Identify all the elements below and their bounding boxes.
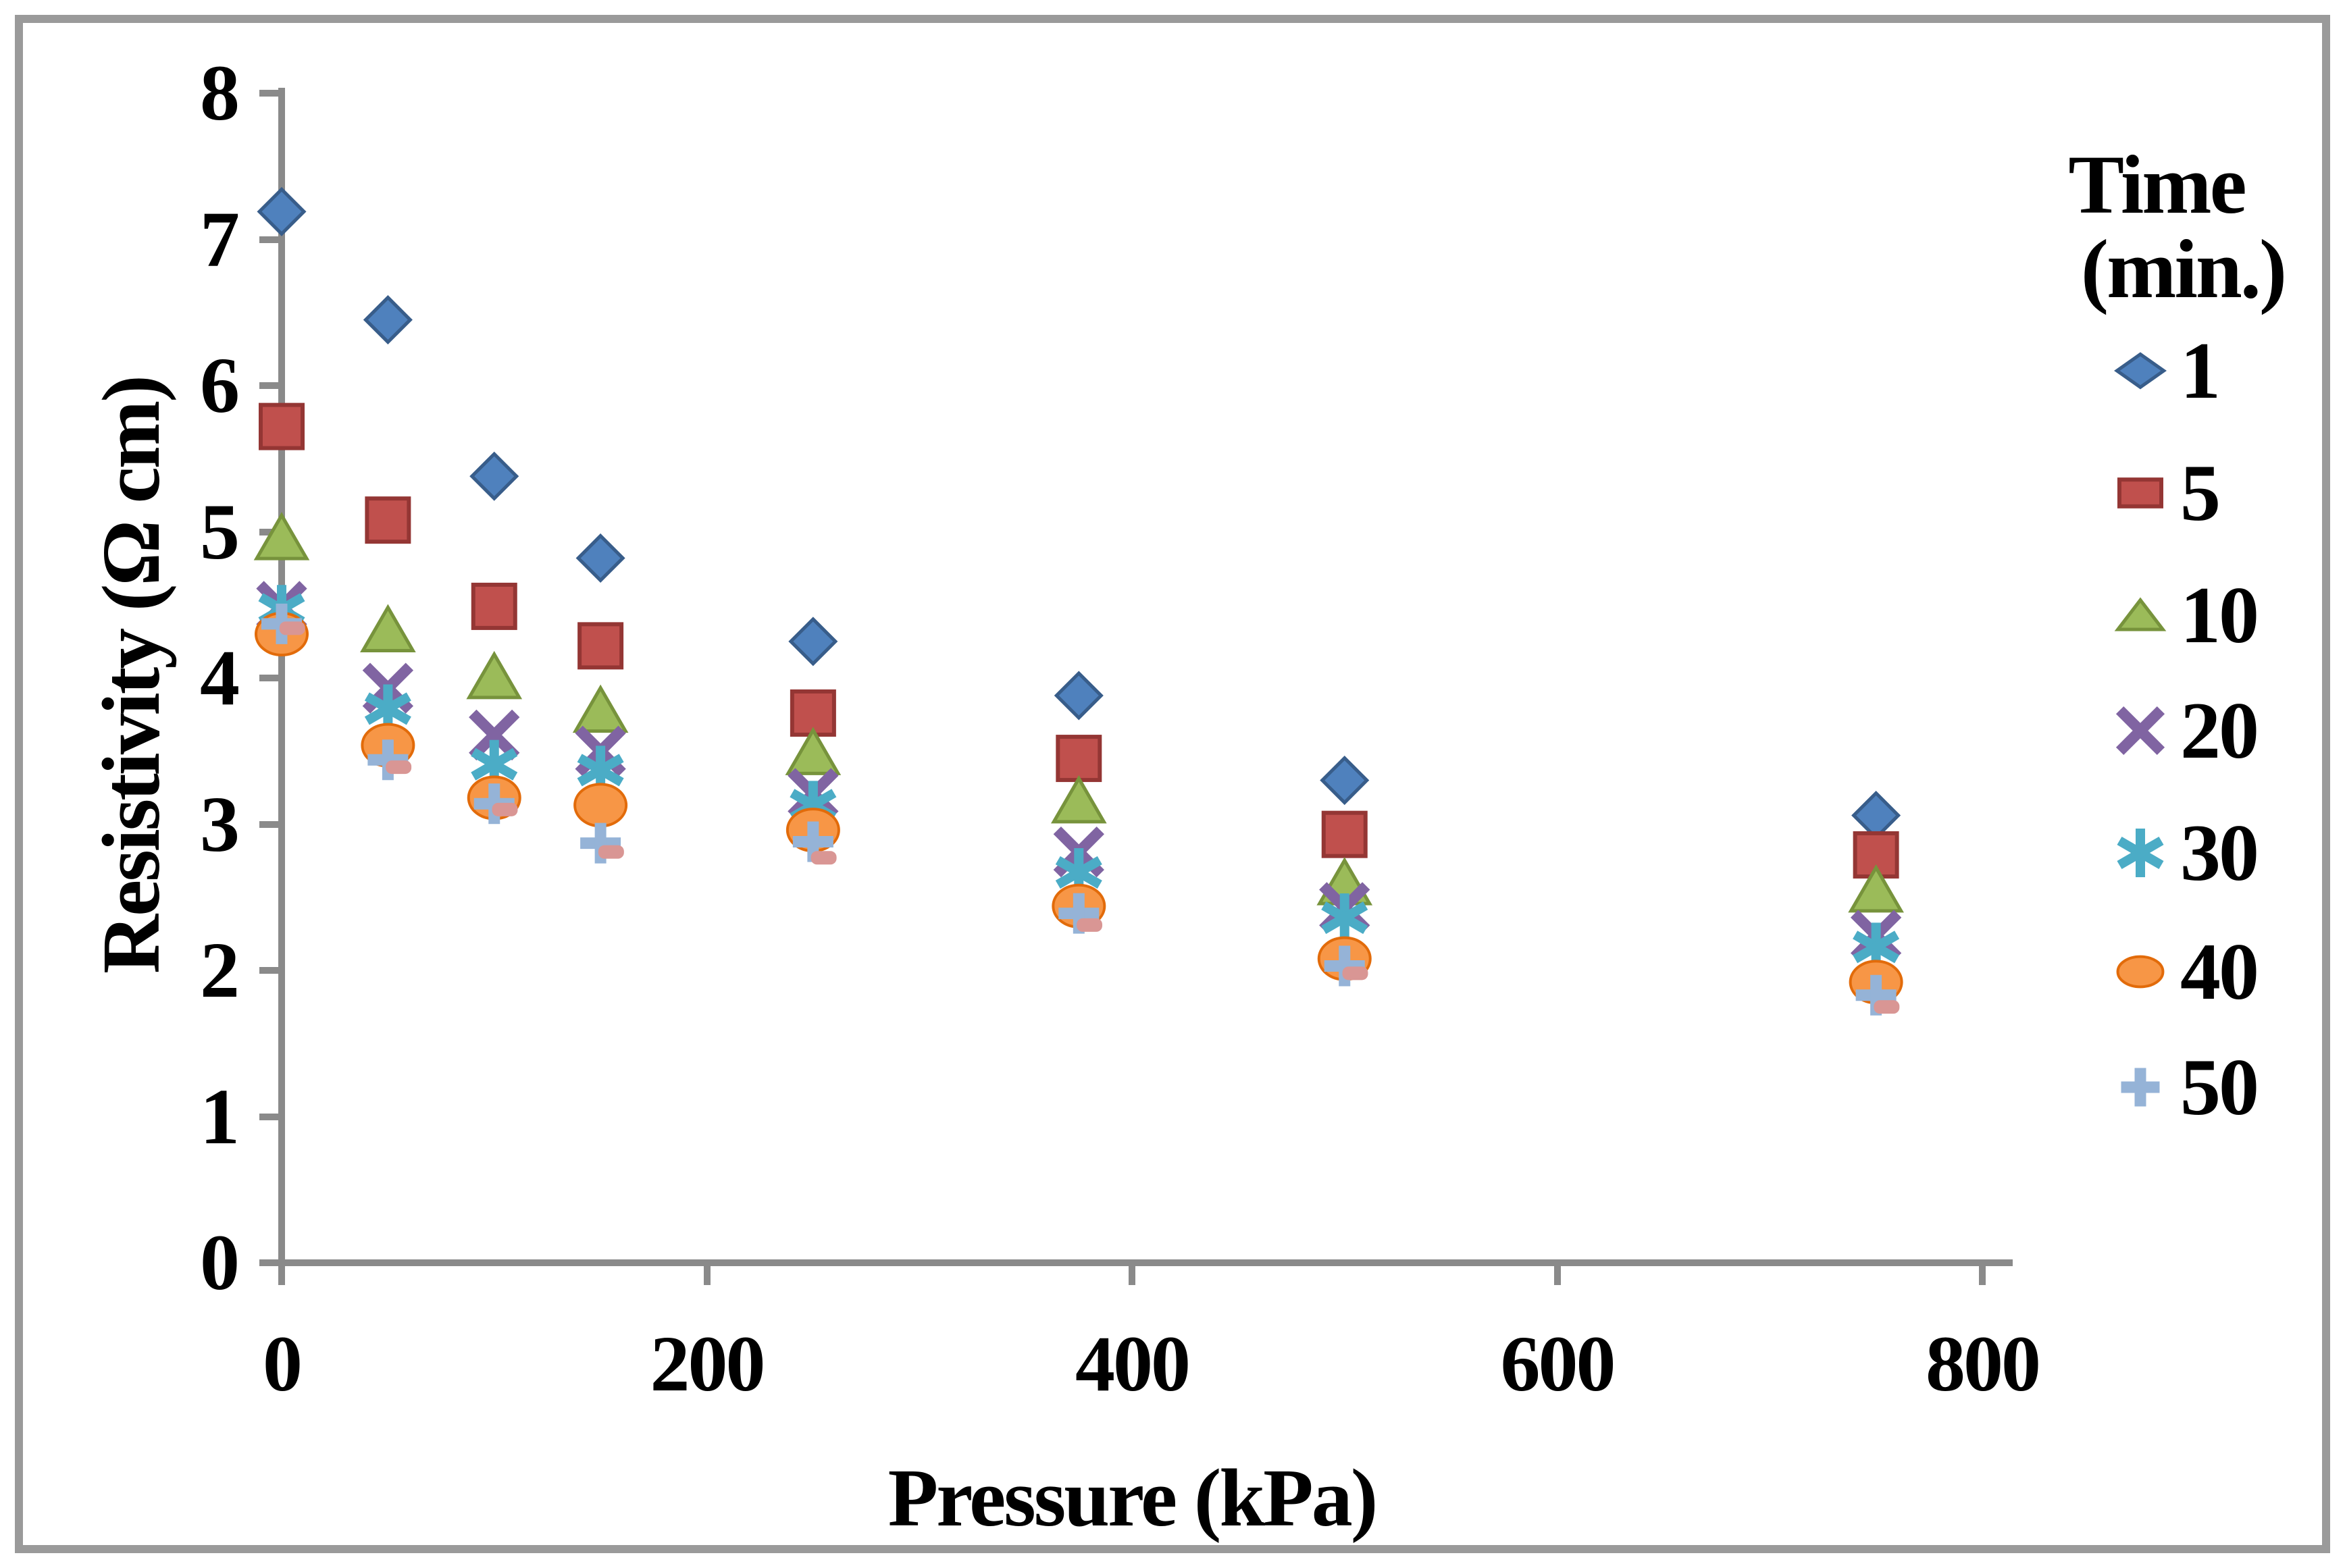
marker-1-p0 xyxy=(257,186,307,236)
marker-dash-p250 xyxy=(810,851,837,865)
x-tick-800 xyxy=(1979,1263,1986,1285)
legend-swatch-50 xyxy=(2121,1068,2160,1107)
marker-1-p375 xyxy=(1054,671,1104,721)
legend-label-10: 10 xyxy=(2180,570,2259,660)
x-tick-label-200: 200 xyxy=(650,1319,766,1408)
legend-label-30: 30 xyxy=(2180,808,2259,897)
x-axis-title: Pressure (kPa) xyxy=(887,1453,1378,1544)
marker-dash-p50 xyxy=(386,760,412,775)
legend-swatch-30 xyxy=(2117,829,2164,877)
y-tick-label-4: 4 xyxy=(200,633,240,722)
marker-30-p500 xyxy=(1321,893,1368,943)
marker-5-p100 xyxy=(471,582,517,630)
x-axis-line xyxy=(259,1259,2013,1266)
legend-swatch-40 xyxy=(2116,955,2165,989)
legend-label-1: 1 xyxy=(2180,325,2221,415)
legend-swatch-1 xyxy=(2114,352,2167,390)
marker-5-p500 xyxy=(1321,810,1368,858)
x-tick-label-800: 800 xyxy=(1926,1319,2041,1408)
y-tick-6 xyxy=(259,382,282,389)
x-tick-label-600: 600 xyxy=(1500,1319,1616,1408)
marker-5-p50 xyxy=(365,496,411,544)
marker-10-p0 xyxy=(253,512,310,560)
x-tick-label-0: 0 xyxy=(263,1319,303,1408)
y-tick-8 xyxy=(259,90,282,97)
x-tick-200 xyxy=(703,1263,711,1285)
marker-dash-p100 xyxy=(492,802,518,816)
marker-10-p150 xyxy=(572,684,629,733)
marker-10-p250 xyxy=(785,727,842,775)
marker-5-p150 xyxy=(577,622,624,670)
marker-1-p250 xyxy=(788,617,838,667)
legend-label-20: 20 xyxy=(2180,685,2259,775)
legend-swatch-10 xyxy=(2114,597,2167,631)
y-tick-label-3: 3 xyxy=(200,779,240,868)
legend-label-50: 50 xyxy=(2180,1042,2259,1132)
y-tick-label-0: 0 xyxy=(200,1218,240,1307)
x-tick-400 xyxy=(1129,1263,1135,1285)
marker-10-p750 xyxy=(1848,864,1904,913)
marker-1-p100 xyxy=(469,451,519,501)
legend-title-line1: Time xyxy=(2068,138,2246,231)
y-tick-3 xyxy=(259,820,282,828)
marker-1-p150 xyxy=(575,533,625,583)
marker-5-p0 xyxy=(259,402,305,450)
x-tick-label-400: 400 xyxy=(1075,1319,1191,1408)
marker-1-p500 xyxy=(1320,756,1370,806)
y-tick-label-1: 1 xyxy=(200,1072,240,1161)
y-tick-label-7: 7 xyxy=(200,194,240,284)
y-tick-2 xyxy=(259,967,282,974)
chart-outer-border xyxy=(15,15,2330,1553)
legend-label-40: 40 xyxy=(2180,926,2259,1016)
marker-dash-p0 xyxy=(279,621,305,635)
marker-50-p500 xyxy=(1324,945,1365,987)
marker-10-p50 xyxy=(360,604,416,653)
y-tick-7 xyxy=(259,236,282,243)
x-tick-600 xyxy=(1553,1263,1561,1285)
marker-dash-p500 xyxy=(1342,966,1368,981)
legend-title-line2: (min.) xyxy=(2080,223,2287,315)
marker-10-p100 xyxy=(466,650,523,700)
legend-swatch-20 xyxy=(2115,706,2165,756)
y-axis-line xyxy=(278,88,285,1285)
marker-dash-p375 xyxy=(1077,918,1103,932)
y-tick-label-6: 6 xyxy=(200,341,240,429)
y-tick-4 xyxy=(259,675,282,681)
marker-dash-p750 xyxy=(1874,1000,1900,1014)
marker-dash-p150 xyxy=(598,845,624,859)
marker-50-p50 xyxy=(367,739,409,781)
legend-label-5: 5 xyxy=(2180,448,2221,538)
y-tick-label-8: 8 xyxy=(200,49,240,137)
marker-10-p375 xyxy=(1050,775,1107,824)
y-tick-label-2: 2 xyxy=(200,926,240,1014)
marker-20-p100 xyxy=(469,709,520,761)
y-tick-label-5: 5 xyxy=(200,487,240,576)
y-tick-1 xyxy=(259,1113,282,1120)
marker-1-p50 xyxy=(363,295,413,345)
legend-swatch-5 xyxy=(2117,477,2163,508)
